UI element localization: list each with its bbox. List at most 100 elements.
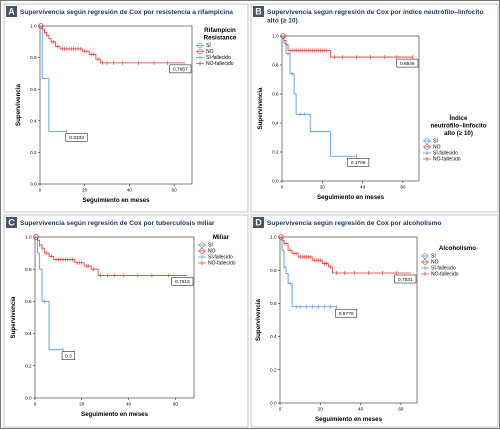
panel-badge: A (6, 6, 17, 17)
legend-entry: NO-fallecido (206, 61, 234, 67)
legend-entry: SÍ (208, 242, 213, 249)
start-marker (33, 234, 39, 240)
legend-entry: SÍ-fallecido (206, 54, 231, 61)
legend-marker (197, 42, 203, 49)
y-tick-label: 0.4 (30, 118, 37, 123)
y-tick-label: 0.2 (30, 150, 37, 155)
x-tick-label: 0 (34, 402, 37, 407)
legend-entry: NO (206, 49, 214, 55)
x-tick-label: 40 (358, 407, 364, 412)
panel-b: B Supervivencia según regresión de Cox po… (250, 3, 499, 213)
legend-entry: SÍ (431, 253, 436, 260)
y-tick-label: 0.6 (25, 299, 32, 304)
y-tick-label: 0.2 (270, 367, 277, 372)
annotation-box (169, 64, 192, 74)
annotation: 0.7667 (169, 64, 192, 74)
legend-entry: SÍ (206, 42, 211, 49)
panel-badge: D (253, 217, 264, 228)
y-tick-label: 0.8 (270, 268, 277, 273)
y-tick-label: 0.0 (30, 182, 37, 187)
annotation-label: 0.7831 (398, 277, 413, 283)
x-tick-label: 0 (39, 188, 42, 193)
y-tick-label: 1.0 (270, 235, 277, 240)
chart-title: Supervivencia según regresión de Cox por… (20, 220, 215, 227)
annotation-label: 0.3333 (69, 135, 84, 141)
chart-title: alto (≥ 10) (267, 18, 298, 25)
annotation-box (347, 158, 370, 167)
legend-marker (422, 259, 428, 265)
panel-badge-box (253, 217, 264, 228)
panel-badge-box (253, 6, 264, 17)
y-axis-label: Supervivencia (255, 298, 262, 341)
legend-title: neutrófilo–linfocito (430, 123, 486, 130)
y-tick-label: 0.8 (30, 55, 37, 60)
legend-title: Resistance (204, 35, 237, 42)
chart-title: Supervivencia según regresión de Cox por… (20, 9, 233, 16)
legend-entry: NO (431, 260, 439, 266)
x-axis-label: Seguimiento en meses (315, 416, 383, 423)
x-tick-label: 40 (127, 188, 133, 193)
y-tick-label: 0.8 (272, 63, 279, 68)
x-tick-label: 60 (173, 402, 179, 407)
panel-c: C Supervivencia según regresión de Cox po… (3, 214, 249, 428)
annotation-box (335, 308, 358, 318)
annotation: 0.7831 (394, 274, 417, 284)
x-tick-label: 20 (79, 402, 85, 407)
y-axis-label: Supervivencia (15, 83, 22, 126)
x-axis-label: Seguimiento en meses (82, 197, 150, 204)
start-marker (278, 234, 284, 240)
plot-area (281, 35, 420, 182)
annotation: 0.1706 (347, 158, 370, 167)
x-tick-label: 0 (281, 185, 284, 190)
panel-badge: B (253, 6, 264, 17)
x-axis-label: Seguimiento en meses (317, 194, 385, 201)
y-tick-label: 0.2 (272, 150, 279, 155)
panel-frame (250, 3, 499, 213)
legend-entry: NO (208, 249, 216, 255)
x-tick-label: 20 (82, 188, 88, 193)
legend-entry: SÍ (433, 138, 438, 145)
annotation-label: 0.7613 (175, 279, 190, 285)
start-marker (38, 23, 44, 29)
y-tick-label: 0.4 (270, 334, 277, 339)
annotation-label: 0.7667 (173, 67, 188, 73)
x-tick-label: 60 (400, 185, 406, 190)
y-axis-label: Supervivencia (10, 296, 17, 339)
legend-title: Índice (450, 114, 468, 122)
legend-entry: NO-fallecido (431, 272, 459, 278)
legend-marker (424, 138, 430, 144)
annotation: 0.8546 (396, 58, 419, 68)
y-tick-label: 0.4 (272, 121, 279, 126)
legend-entry: NO-fallecido (433, 157, 461, 163)
y-axis-label: Supervivencia (257, 87, 264, 130)
legend: RifampicinResistanceSÍNOSÍ-fallecidoNO-f… (196, 27, 237, 67)
x-tick-label: 40 (360, 185, 366, 190)
legend-marker (199, 248, 205, 254)
annotation: 0.5770 (335, 308, 358, 318)
panel-badge-box (6, 217, 17, 228)
chart-title: Supervivencia según regresión de Cox por… (267, 9, 484, 16)
annotation-box (396, 58, 419, 68)
legend-marker (199, 242, 205, 248)
legend-marker (422, 253, 428, 259)
y-tick-label: 0.6 (272, 92, 279, 97)
x-tick-label: 0 (279, 407, 282, 412)
y-tick-label: 0.0 (25, 396, 32, 401)
survival-curve-no (280, 236, 411, 274)
chart-title: Supervivencia según regresión de Cox por… (267, 220, 441, 227)
annotation-label: 0.5770 (339, 311, 354, 317)
legend-title: Miliar (213, 234, 230, 241)
annotation: 0.7613 (171, 277, 194, 286)
panel-badge-letter: B (255, 7, 262, 17)
annotation: 0.3 (61, 351, 76, 360)
annotation-label: 0.3 (65, 354, 72, 360)
series-no (38, 23, 186, 65)
x-tick-label: 20 (318, 407, 324, 412)
legend-entry: SÍ-fallecido (208, 254, 233, 261)
y-tick-label: 0.0 (272, 179, 279, 184)
annotation-box (171, 277, 194, 286)
legend-title: Rifampicin (204, 27, 236, 34)
